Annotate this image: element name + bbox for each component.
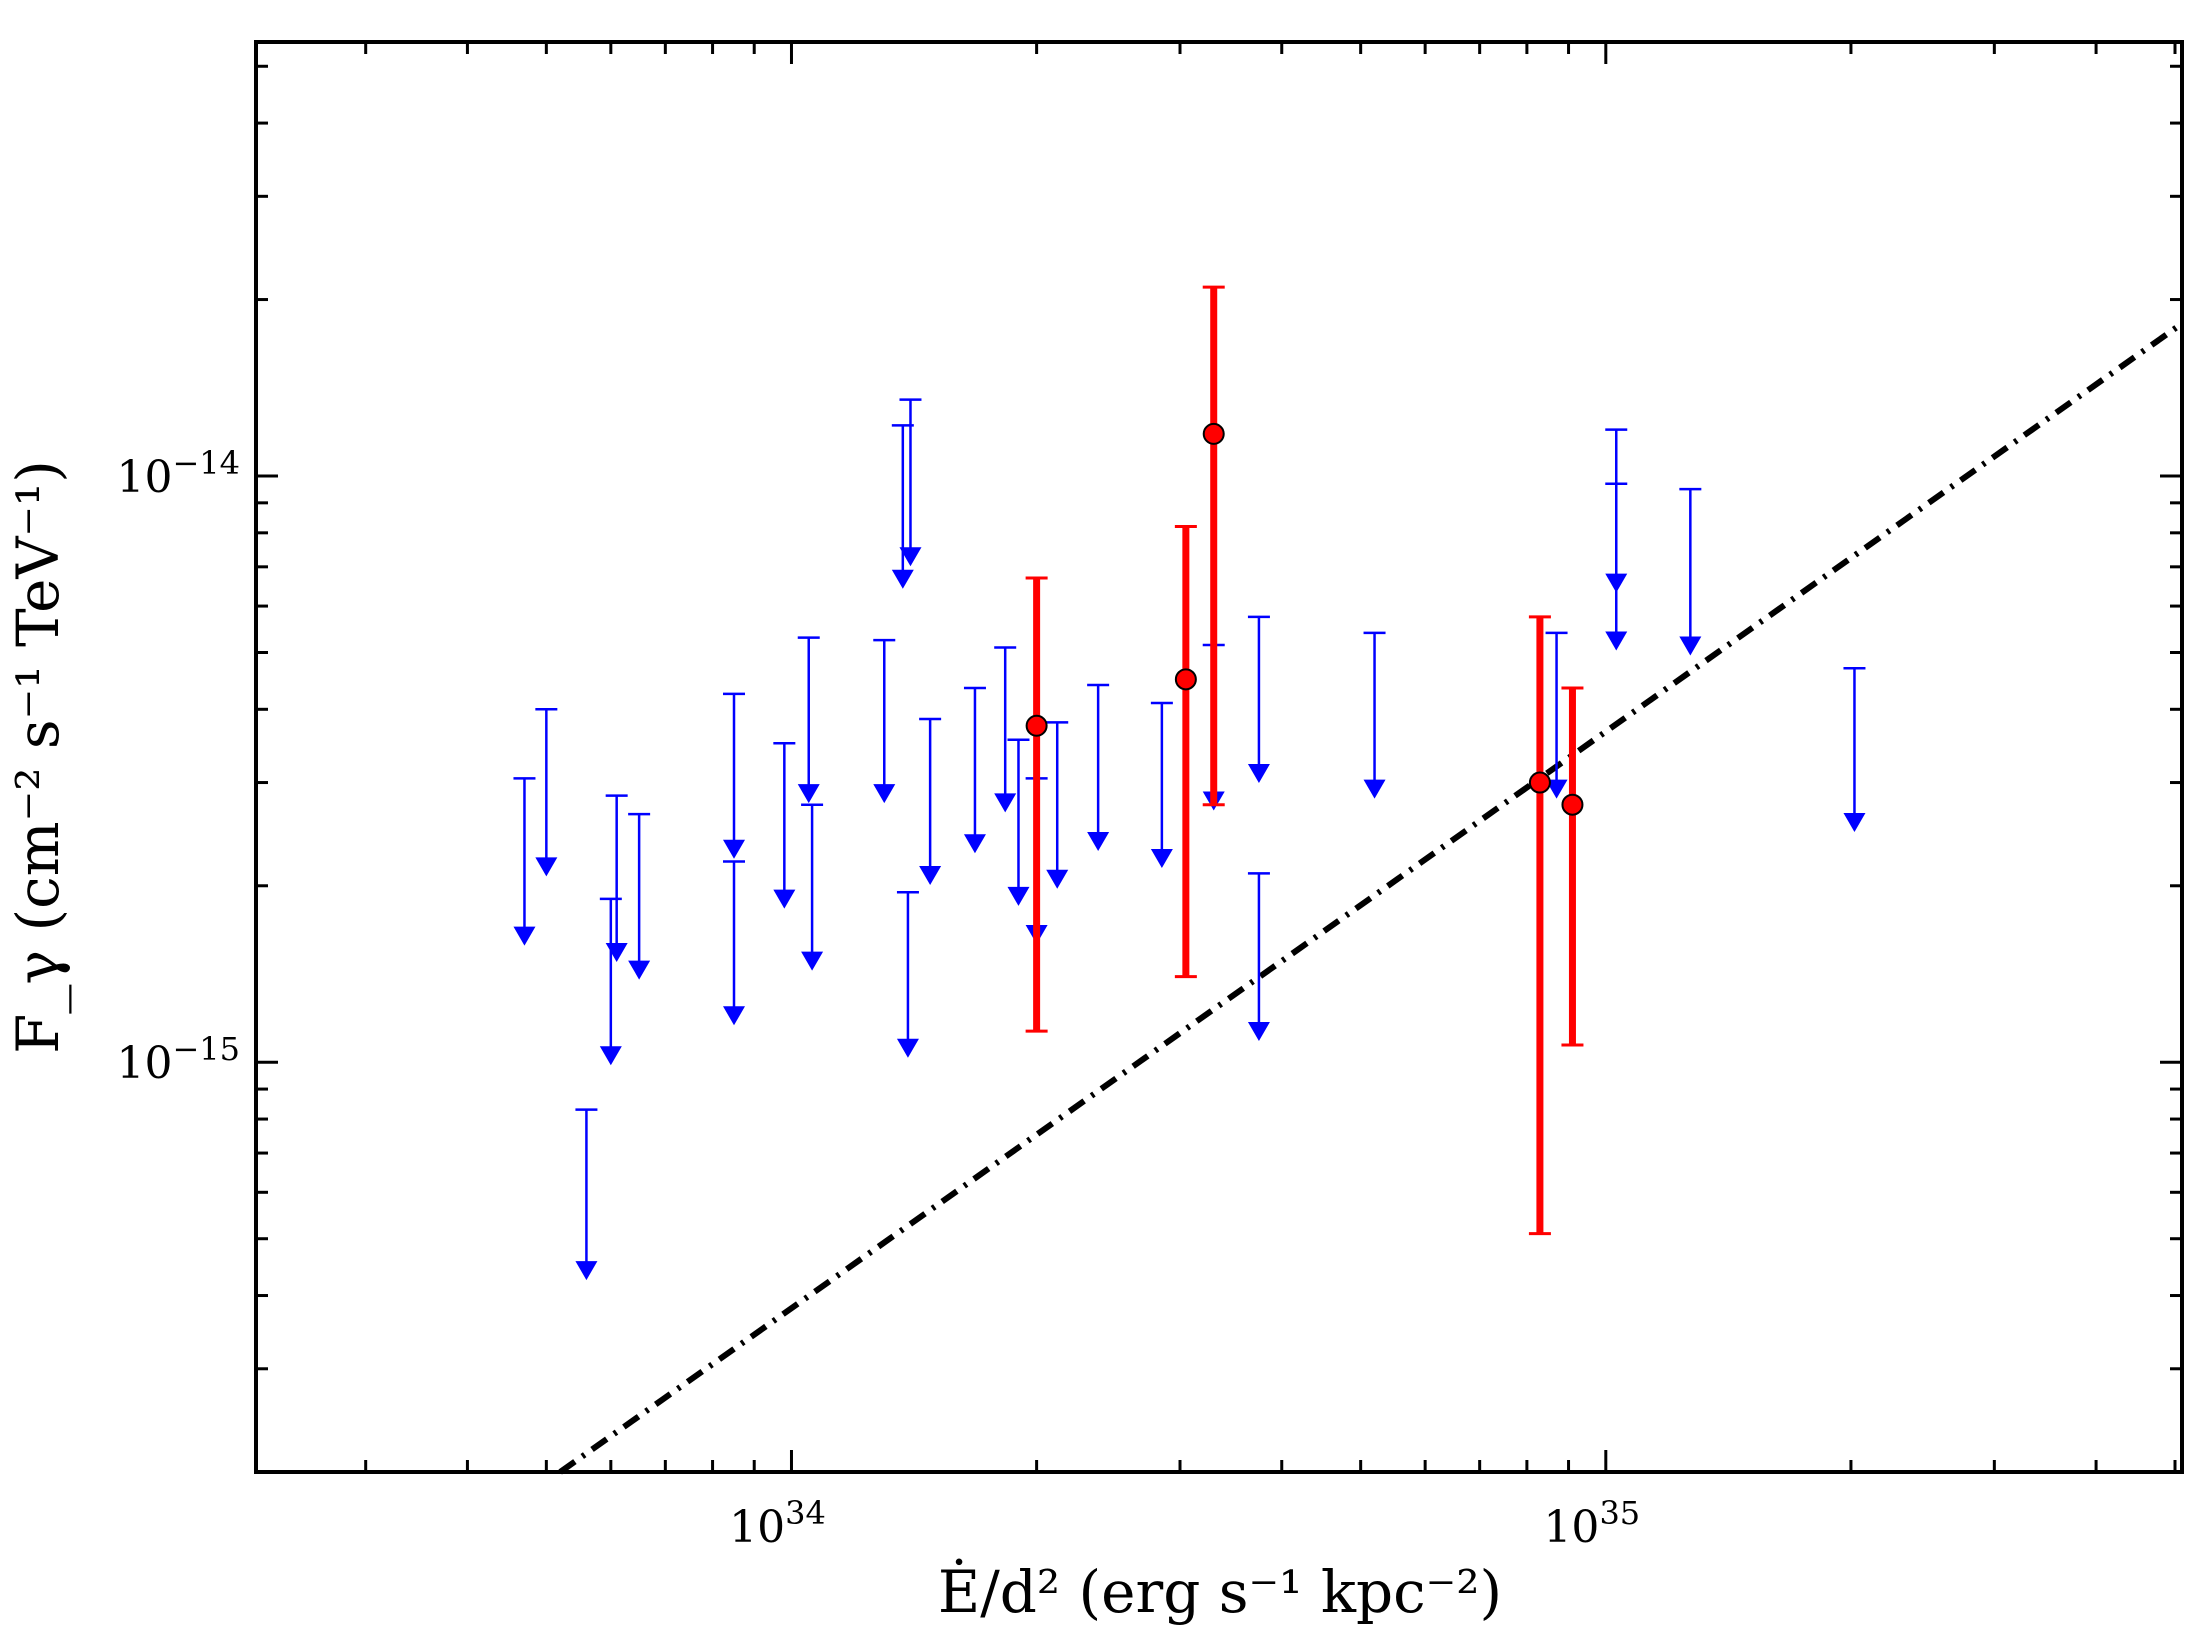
detection-point xyxy=(1561,793,1584,816)
upper-limit-29 xyxy=(1605,482,1628,651)
upper-limit-18 xyxy=(1007,738,1030,906)
upper-limit-10 xyxy=(801,803,824,971)
detection-2 xyxy=(1202,285,1225,807)
upper-limit-arrow xyxy=(873,784,896,804)
detection-point xyxy=(1528,771,1551,794)
upper-limit-24 xyxy=(1247,615,1270,784)
upper-limit-3 xyxy=(599,897,622,1066)
upper-limit-30 xyxy=(1679,487,1702,656)
upper-limit-arrow xyxy=(1363,779,1386,799)
x-axis-label: Ė/d² (erg s⁻¹ kpc⁻²) xyxy=(938,1558,1502,1626)
upper-limit-arrow xyxy=(1247,1021,1270,1041)
upper-limit-arrow xyxy=(773,889,796,909)
detections-layer xyxy=(1025,285,1584,1236)
detection-point xyxy=(1174,668,1197,691)
axis-ticks xyxy=(256,42,2182,1474)
upper-limit-arrow xyxy=(1150,849,1173,869)
upper-limit-5 xyxy=(628,812,651,980)
upper-limit-26 xyxy=(1363,631,1386,799)
upper-limit-27 xyxy=(1545,631,1568,799)
detection-3 xyxy=(1528,615,1551,1236)
y-tick-label: 10−14 xyxy=(116,444,240,503)
upper-limit-arrow xyxy=(513,926,536,946)
upper-limit-arrow xyxy=(891,569,914,589)
upper-limit-arrow xyxy=(1545,779,1568,799)
detection-1 xyxy=(1174,525,1197,979)
upper-limit-arrow xyxy=(599,1046,622,1066)
upper-limit-8 xyxy=(773,742,796,909)
upper-limit-22 xyxy=(1150,701,1173,869)
upper-limit-arrow xyxy=(605,943,628,963)
upper-limit-arrow xyxy=(575,1261,598,1281)
upper-limit-6 xyxy=(723,692,746,859)
trend-line xyxy=(558,321,2184,1475)
detection-0 xyxy=(1025,576,1048,1033)
detection-point xyxy=(1025,714,1048,737)
upper-limit-9 xyxy=(797,636,820,804)
upper-limit-arrow xyxy=(1007,886,1030,906)
upper-limit-arrow xyxy=(628,960,651,980)
upper-limit-arrow xyxy=(723,839,746,859)
upper-limit-16 xyxy=(963,686,986,854)
upper-limit-7 xyxy=(723,860,746,1026)
y-axis-label: F_γ (cm⁻² s⁻¹ TeV⁻¹) xyxy=(4,460,72,1054)
upper-limit-arrow xyxy=(801,951,824,971)
upper-limit-11 xyxy=(873,638,896,804)
upper-limit-arrow xyxy=(919,865,942,885)
detection-point xyxy=(1202,422,1225,445)
upper-limit-0 xyxy=(513,777,536,946)
upper-limit-21 xyxy=(1087,683,1110,851)
upper-limit-1 xyxy=(535,708,558,877)
upper-limit-arrow xyxy=(963,834,986,854)
plot-frame xyxy=(254,40,2184,1474)
upper-limit-arrow xyxy=(1087,831,1110,851)
tick-labels: 1034 1035 10−15 10−14 xyxy=(116,444,1640,1553)
upper-limit-arrow xyxy=(1843,812,1866,832)
upper-limit-25 xyxy=(1247,872,1270,1041)
upper-limit-arrow xyxy=(1046,869,1069,889)
detection-4 xyxy=(1561,686,1584,1047)
upper-limit-arrow xyxy=(535,857,558,877)
upper-limit-15 xyxy=(919,717,942,885)
upper-limit-13 xyxy=(899,398,922,567)
x-tick-label: 1034 xyxy=(729,1494,826,1553)
upper-limit-arrow xyxy=(896,1038,919,1058)
upper-limit-arrow xyxy=(1679,636,1702,656)
upper-limit-20 xyxy=(1046,721,1069,889)
upper-limit-4 xyxy=(605,794,628,963)
upper-limit-arrow xyxy=(994,793,1017,813)
upper-limit-2 xyxy=(575,1108,598,1281)
upper-limit-31 xyxy=(1843,666,1866,832)
x-tick-label: 1035 xyxy=(1543,1494,1640,1553)
upper-limit-arrow xyxy=(899,547,922,567)
upper-limit-arrow xyxy=(797,784,820,804)
upper-limit-arrow xyxy=(723,1006,746,1026)
trend-line-layer xyxy=(558,321,2184,1475)
upper-limit-17 xyxy=(994,646,1017,813)
upper-limits-layer xyxy=(513,398,1866,1281)
upper-limit-arrow xyxy=(1605,631,1628,651)
y-tick-label: 10−15 xyxy=(116,1030,240,1089)
upper-limit-arrow xyxy=(1247,764,1270,784)
upper-limit-14 xyxy=(896,890,919,1058)
